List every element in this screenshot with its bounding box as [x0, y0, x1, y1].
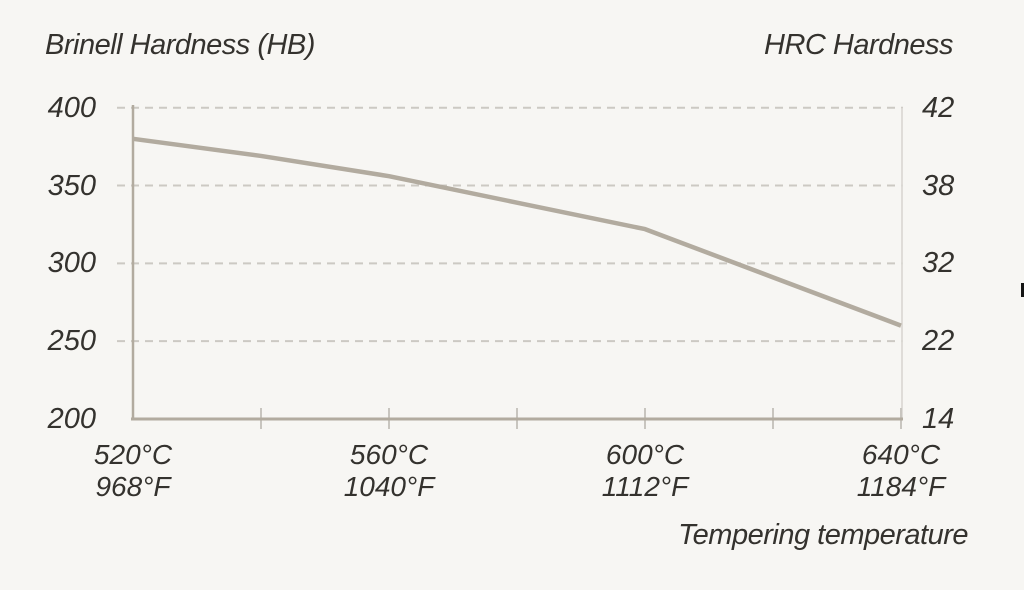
- x-axis-title: Tempering temperature: [678, 519, 968, 551]
- right-axis-title: HRC Hardness: [764, 29, 954, 61]
- x-tick-celsius: 640°C: [861, 439, 941, 470]
- x-tick-fahrenheit: 968°F: [95, 471, 171, 502]
- y-axis-right-tick-label: 42: [922, 91, 955, 124]
- y-axis-left-tick-label: 250: [47, 325, 96, 358]
- x-axis-tick-label: 600°C 1112°F: [545, 439, 745, 503]
- x-tick-celsius: 600°C: [605, 439, 685, 470]
- series-line-hardness-vs-tempering-temperature: [132, 136, 902, 328]
- x-tick-celsius: 560°C: [349, 439, 429, 470]
- x-tick-fahrenheit: 1040°F: [343, 471, 435, 502]
- clipped-edge-mark: [1021, 283, 1024, 297]
- y-axis-right-tick-label: 38: [922, 169, 955, 202]
- x-tick-celsius: 520°C: [93, 439, 173, 470]
- left-axis-title: Brinell Hardness (HB): [45, 29, 315, 61]
- x-tick-fahrenheit: 1184°F: [856, 471, 946, 502]
- y-axis-left-tick-label: 300: [47, 247, 96, 280]
- y-axis-left-tick-label: 200: [47, 403, 96, 435]
- y-axis-right-tick-label: 14: [922, 403, 955, 435]
- x-axis-tick-label: 560°C 1040°F: [289, 439, 489, 503]
- x-axis-tick-label: 640°C 1184°F: [801, 439, 1001, 503]
- y-axis-left-tick-label: 400: [47, 91, 96, 124]
- y-axis-right-tick-label: 22: [922, 325, 955, 358]
- y-axis-right-tick-label: 32: [922, 247, 955, 280]
- x-tick-fahrenheit: 1112°F: [601, 471, 689, 502]
- x-axis-tick-label: 520°C 968°F: [33, 439, 233, 503]
- y-axis-left-tick-label: 350: [47, 169, 96, 202]
